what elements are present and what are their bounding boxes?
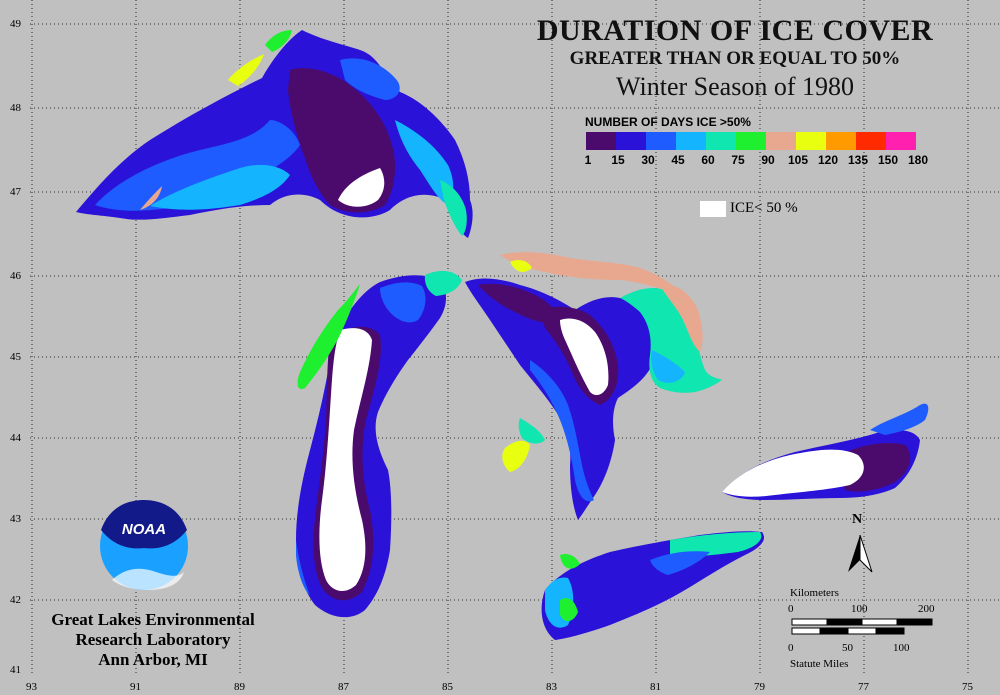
longitude-label: 91 (130, 681, 141, 693)
longitude-label: 87 (338, 681, 349, 693)
legend-break-label: 30 (641, 153, 655, 167)
map-subtitle: GREATER THAN OR EQUAL TO 50% (569, 48, 901, 69)
longitude-label: 89 (234, 681, 245, 693)
latitude-label: 42 (10, 594, 21, 606)
latitude-label: 49 (10, 18, 21, 30)
legend-swatch-1 (616, 132, 646, 150)
mi-tick-50: 50 (842, 642, 853, 654)
legend-break-label: 1 (584, 153, 592, 167)
mi-tick-100: 100 (893, 642, 910, 654)
longitude-label: 77 (858, 681, 869, 693)
legend-swatch-6 (766, 132, 796, 150)
legend-swatch-4 (706, 132, 736, 150)
noaa-logo-text: NOAA (121, 521, 167, 538)
lake-michigan (296, 270, 462, 618)
longitude-label: 93 (26, 681, 37, 693)
km-tick-200: 200 (918, 603, 935, 615)
legend-break-label: 45 (671, 153, 685, 167)
latitude-label: 41 (10, 664, 21, 676)
km-title: Kilometers (790, 587, 839, 599)
longitude-label: 83 (546, 681, 557, 693)
legend-break-label: 90 (761, 153, 775, 167)
mi-title: Statute Miles (790, 658, 849, 670)
legend-break-label: 150 (877, 153, 899, 167)
legend-break-label: 135 (847, 153, 869, 167)
ice-label: ICE< 50 % (730, 200, 798, 216)
longitude-label: 81 (650, 681, 661, 693)
legend-color-bar (586, 132, 916, 150)
credit-line-1: Great Lakes Environmental (51, 610, 255, 629)
credit-line-3: Ann Arbor, MI (98, 650, 208, 669)
longitude-label: 85 (442, 681, 453, 693)
km-tick-0: 0 (788, 603, 794, 615)
noaa-logo (100, 500, 188, 590)
lake-ontario (722, 403, 929, 500)
legend-break-label: 60 (701, 153, 715, 167)
season-label: Winter Season of 1980 (616, 72, 854, 101)
legend-swatch-2 (646, 132, 676, 150)
legend-swatch-10 (886, 132, 916, 150)
scale-bars (791, 618, 933, 635)
km-tick-100: 100 (851, 603, 868, 615)
legend-swatch-9 (856, 132, 886, 150)
lake-erie (541, 531, 765, 640)
legend-swatch-0 (586, 132, 616, 150)
latitude-label: 44 (10, 432, 21, 444)
lake-superior (76, 30, 473, 238)
credit-line-2: Research Laboratory (75, 630, 231, 649)
latitude-label: 43 (10, 513, 21, 525)
legend-break-label: 180 (907, 153, 929, 167)
legend-break-label: 15 (611, 153, 625, 167)
latitude-label: 45 (10, 351, 21, 363)
legend-swatch-3 (676, 132, 706, 150)
legend-swatch-5 (736, 132, 766, 150)
lake-huron (465, 252, 722, 520)
north-arrow (848, 534, 873, 573)
legend-break-label: 120 (817, 153, 839, 167)
legend-swatch-7 (796, 132, 826, 150)
map-title: DURATION OF ICE COVER (536, 14, 934, 47)
legend-swatch-8 (826, 132, 856, 150)
mi-tick-0: 0 (788, 642, 794, 654)
latitude-label: 48 (10, 102, 21, 114)
longitude-label: 79 (754, 681, 765, 693)
latitude-label: 47 (10, 186, 21, 198)
legend-title: NUMBER OF DAYS ICE >50% (585, 115, 751, 129)
latitude-label: 46 (10, 270, 21, 282)
ice-swatch (700, 201, 726, 217)
longitude-label: 75 (962, 681, 973, 693)
legend-break-label: 105 (787, 153, 809, 167)
legend-break-label: 75 (731, 153, 745, 167)
north-label: N (852, 512, 863, 527)
